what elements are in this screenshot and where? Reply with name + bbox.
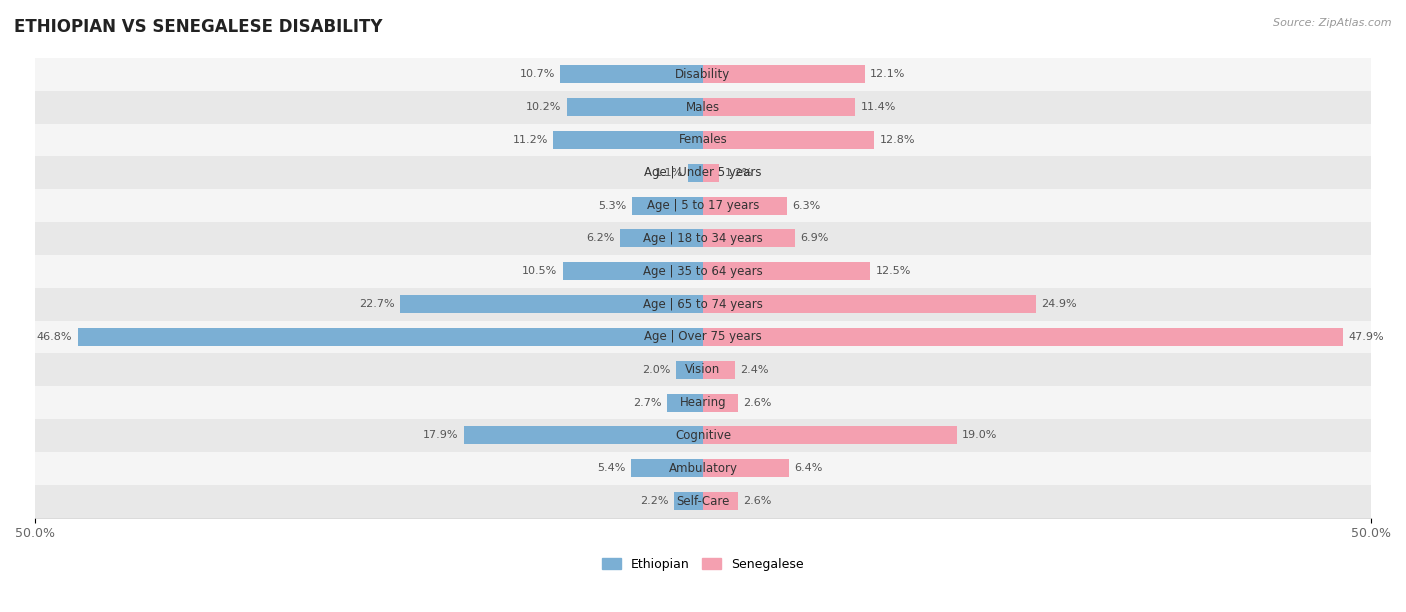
Bar: [703, 262, 870, 280]
Bar: [620, 230, 703, 247]
Text: 6.4%: 6.4%: [794, 463, 823, 473]
Text: 6.2%: 6.2%: [586, 233, 614, 244]
Bar: [703, 492, 738, 510]
Text: 2.2%: 2.2%: [640, 496, 668, 506]
Bar: [633, 196, 703, 215]
Text: ETHIOPIAN VS SENEGALESE DISABILITY: ETHIOPIAN VS SENEGALESE DISABILITY: [14, 18, 382, 36]
Bar: [673, 492, 703, 510]
Bar: [35, 156, 1371, 189]
Text: 10.5%: 10.5%: [522, 266, 557, 276]
Bar: [35, 91, 1371, 124]
Text: Age | 35 to 64 years: Age | 35 to 64 years: [643, 265, 763, 278]
Text: 2.4%: 2.4%: [741, 365, 769, 375]
Text: 5.3%: 5.3%: [599, 201, 627, 211]
Bar: [35, 419, 1371, 452]
Bar: [35, 58, 1371, 91]
Bar: [567, 98, 703, 116]
Text: 6.9%: 6.9%: [800, 233, 830, 244]
Text: Age | 5 to 17 years: Age | 5 to 17 years: [647, 199, 759, 212]
Text: Vision: Vision: [685, 364, 721, 376]
Bar: [703, 295, 1036, 313]
Text: Age | 65 to 74 years: Age | 65 to 74 years: [643, 297, 763, 311]
Bar: [689, 164, 703, 182]
Text: 47.9%: 47.9%: [1348, 332, 1384, 342]
Bar: [703, 196, 787, 215]
Bar: [703, 360, 735, 379]
Text: 24.9%: 24.9%: [1040, 299, 1077, 309]
Text: 2.6%: 2.6%: [744, 398, 772, 408]
Text: Cognitive: Cognitive: [675, 429, 731, 442]
Text: Females: Females: [679, 133, 727, 146]
Text: Ambulatory: Ambulatory: [668, 462, 738, 475]
Text: 11.4%: 11.4%: [860, 102, 896, 112]
Bar: [562, 262, 703, 280]
Text: 46.8%: 46.8%: [37, 332, 72, 342]
Bar: [554, 131, 703, 149]
Bar: [703, 230, 796, 247]
Text: 1.2%: 1.2%: [724, 168, 752, 177]
Text: 19.0%: 19.0%: [962, 430, 998, 441]
Bar: [676, 360, 703, 379]
Bar: [464, 427, 703, 444]
Bar: [35, 189, 1371, 222]
Text: 6.3%: 6.3%: [793, 201, 821, 211]
Bar: [399, 295, 703, 313]
Text: 2.0%: 2.0%: [643, 365, 671, 375]
Bar: [631, 459, 703, 477]
Text: 12.5%: 12.5%: [876, 266, 911, 276]
Text: 12.1%: 12.1%: [870, 69, 905, 80]
Text: Age | Over 75 years: Age | Over 75 years: [644, 330, 762, 343]
Text: Hearing: Hearing: [679, 396, 727, 409]
Bar: [35, 386, 1371, 419]
Text: 10.2%: 10.2%: [526, 102, 561, 112]
Bar: [703, 459, 789, 477]
Bar: [703, 427, 957, 444]
Text: Disability: Disability: [675, 68, 731, 81]
Bar: [35, 321, 1371, 353]
Bar: [35, 255, 1371, 288]
Text: Self-Care: Self-Care: [676, 494, 730, 507]
Bar: [77, 328, 703, 346]
Text: 12.8%: 12.8%: [879, 135, 915, 145]
Bar: [35, 222, 1371, 255]
Bar: [35, 452, 1371, 485]
Bar: [35, 485, 1371, 518]
Bar: [666, 394, 703, 412]
Text: Males: Males: [686, 100, 720, 114]
Bar: [703, 131, 875, 149]
Text: 2.6%: 2.6%: [744, 496, 772, 506]
Text: Age | 18 to 34 years: Age | 18 to 34 years: [643, 232, 763, 245]
Text: 22.7%: 22.7%: [359, 299, 395, 309]
Bar: [560, 65, 703, 83]
Bar: [703, 65, 865, 83]
Text: 5.4%: 5.4%: [598, 463, 626, 473]
Legend: Ethiopian, Senegalese: Ethiopian, Senegalese: [602, 558, 804, 571]
Bar: [35, 124, 1371, 156]
Text: 2.7%: 2.7%: [633, 398, 662, 408]
Text: Source: ZipAtlas.com: Source: ZipAtlas.com: [1274, 18, 1392, 28]
Bar: [703, 328, 1343, 346]
Bar: [35, 353, 1371, 386]
Text: Age | Under 5 years: Age | Under 5 years: [644, 166, 762, 179]
Bar: [703, 98, 855, 116]
Bar: [703, 394, 738, 412]
Text: 1.1%: 1.1%: [655, 168, 683, 177]
Text: 10.7%: 10.7%: [519, 69, 555, 80]
Bar: [35, 288, 1371, 321]
Bar: [703, 164, 718, 182]
Text: 17.9%: 17.9%: [423, 430, 458, 441]
Text: 11.2%: 11.2%: [513, 135, 548, 145]
